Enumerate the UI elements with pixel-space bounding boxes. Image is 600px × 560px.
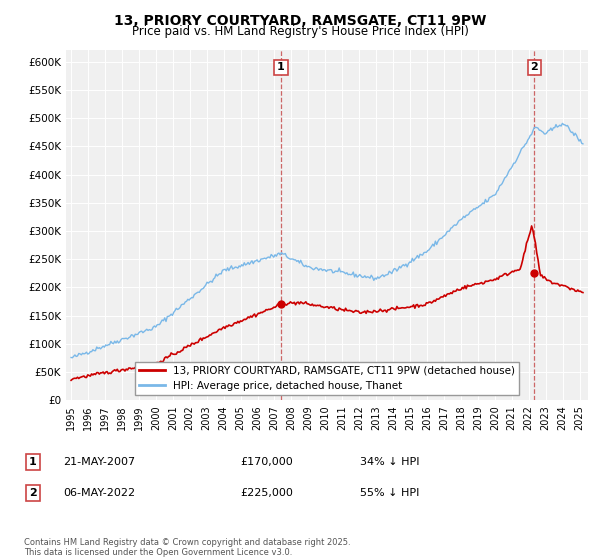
Text: £225,000: £225,000 — [240, 488, 293, 498]
Text: 13, PRIORY COURTYARD, RAMSGATE, CT11 9PW: 13, PRIORY COURTYARD, RAMSGATE, CT11 9PW — [114, 14, 486, 28]
Text: 06-MAY-2022: 06-MAY-2022 — [63, 488, 135, 498]
Text: Contains HM Land Registry data © Crown copyright and database right 2025.
This d: Contains HM Land Registry data © Crown c… — [24, 538, 350, 557]
Text: 1: 1 — [277, 62, 285, 72]
Text: 1: 1 — [29, 457, 37, 467]
Text: 2: 2 — [530, 62, 538, 72]
Text: 2: 2 — [29, 488, 37, 498]
Text: 55% ↓ HPI: 55% ↓ HPI — [360, 488, 419, 498]
Text: Price paid vs. HM Land Registry's House Price Index (HPI): Price paid vs. HM Land Registry's House … — [131, 25, 469, 38]
Text: 34% ↓ HPI: 34% ↓ HPI — [360, 457, 419, 467]
Text: £170,000: £170,000 — [240, 457, 293, 467]
Legend: 13, PRIORY COURTYARD, RAMSGATE, CT11 9PW (detached house), HPI: Average price, d: 13, PRIORY COURTYARD, RAMSGATE, CT11 9PW… — [134, 362, 520, 395]
Text: 21-MAY-2007: 21-MAY-2007 — [63, 457, 135, 467]
